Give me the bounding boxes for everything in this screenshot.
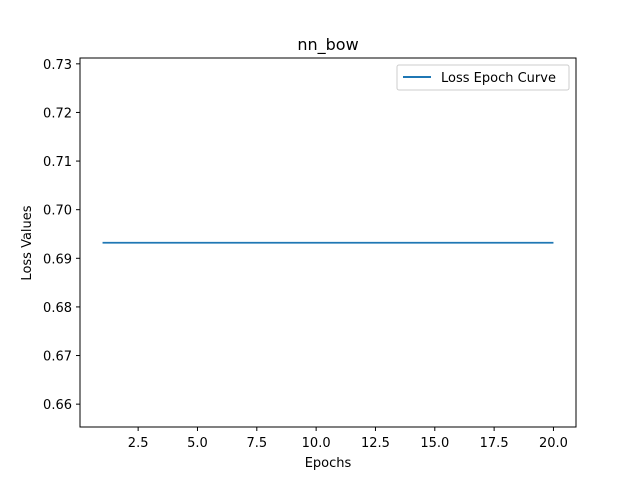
y-tick-label: 0.67	[43, 350, 72, 365]
y-tick-label: 0.69	[43, 252, 72, 267]
y-tick-label: 0.71	[43, 155, 72, 170]
x-tick-label: 10.0	[302, 436, 331, 451]
chart-title: nn_bow	[297, 35, 358, 55]
y-tick-label: 0.72	[43, 106, 72, 121]
x-tick-label: 17.5	[480, 436, 509, 451]
x-tick-label: 5.0	[187, 436, 208, 451]
x-tick-label: 2.5	[128, 436, 149, 451]
y-axis-label: Loss Values	[20, 205, 35, 280]
x-tick-label: 20.0	[539, 436, 568, 451]
x-tick-label: 12.5	[361, 436, 390, 451]
y-tick-label: 0.73	[43, 58, 72, 73]
x-tick-label: 15.0	[420, 436, 449, 451]
x-axis-label: Epochs	[305, 456, 352, 471]
legend-box	[396, 64, 570, 91]
x-axis-ticks: 2.5 5.0 7.5 10.0 12.5 15.0 17.5 20.0	[128, 427, 568, 451]
y-tick-label: 0.66	[43, 398, 72, 413]
legend: Loss Epoch Curve	[396, 64, 570, 91]
plot-frame	[79, 57, 577, 428]
x-tick-label: 7.5	[246, 436, 267, 451]
y-tick-label: 0.68	[43, 301, 72, 316]
y-axis-ticks: 0.66 0.67 0.68 0.69 0.70 0.71 0.72 0.73	[43, 58, 80, 413]
legend-label: Loss Epoch Curve	[441, 71, 556, 86]
y-tick-label: 0.70	[43, 204, 72, 219]
